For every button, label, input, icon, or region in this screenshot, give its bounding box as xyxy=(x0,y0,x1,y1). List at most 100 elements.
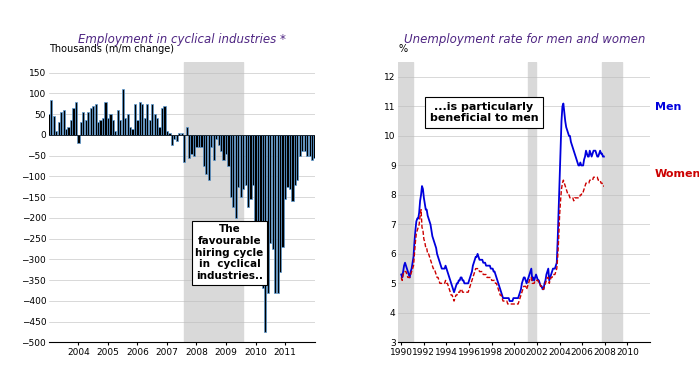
Bar xyxy=(124,118,127,135)
Bar xyxy=(178,133,180,135)
Bar xyxy=(161,108,163,135)
Bar xyxy=(291,135,294,201)
Bar xyxy=(206,135,208,174)
Bar xyxy=(78,135,80,143)
Text: Thousands (m/m change): Thousands (m/m change) xyxy=(49,44,174,54)
Bar xyxy=(311,135,313,160)
Bar xyxy=(134,104,136,135)
Bar xyxy=(70,120,72,135)
Bar xyxy=(168,133,171,135)
Bar xyxy=(156,118,158,135)
Bar xyxy=(301,135,303,151)
Bar xyxy=(375,114,377,135)
Bar xyxy=(232,135,234,207)
Bar xyxy=(75,102,77,135)
Bar xyxy=(262,135,264,288)
Bar xyxy=(131,129,134,135)
Bar xyxy=(284,135,286,199)
Bar xyxy=(368,124,370,135)
Bar xyxy=(92,106,94,135)
Bar xyxy=(400,95,402,135)
Bar xyxy=(154,114,156,135)
Bar xyxy=(296,135,298,180)
Bar xyxy=(122,89,124,135)
Bar xyxy=(303,135,306,151)
Bar xyxy=(198,135,200,147)
Bar xyxy=(279,135,281,272)
Bar xyxy=(348,129,350,135)
Bar xyxy=(203,135,205,166)
Bar xyxy=(99,120,101,135)
Bar xyxy=(259,135,261,263)
Bar xyxy=(254,135,257,238)
Bar xyxy=(247,135,250,207)
Bar xyxy=(277,135,279,293)
Bar xyxy=(350,126,352,135)
Bar xyxy=(159,126,161,135)
Bar xyxy=(264,135,266,332)
Bar xyxy=(112,120,114,135)
Bar xyxy=(190,135,193,154)
Bar xyxy=(242,135,245,189)
Bar xyxy=(68,126,70,135)
Bar xyxy=(395,120,397,135)
Bar xyxy=(282,135,284,247)
Bar xyxy=(50,100,52,135)
Bar xyxy=(217,135,219,145)
Text: The
favourable
hiring cycle
in  cyclical
industries..: The favourable hiring cycle in cyclical … xyxy=(196,224,264,281)
Bar xyxy=(294,135,296,185)
Bar xyxy=(326,135,328,145)
Bar xyxy=(146,104,148,135)
Bar xyxy=(109,114,112,135)
Bar xyxy=(220,135,222,151)
Bar xyxy=(333,131,336,135)
Bar xyxy=(528,62,536,342)
Bar xyxy=(316,135,318,145)
Bar xyxy=(196,135,198,147)
Bar xyxy=(63,110,65,135)
Bar xyxy=(175,135,178,141)
Bar xyxy=(313,135,316,158)
Bar xyxy=(323,131,326,135)
Bar xyxy=(380,123,382,135)
Title: Employment in cyclical industries *: Employment in cyclical industries * xyxy=(78,33,286,46)
Bar xyxy=(166,131,168,135)
Bar xyxy=(230,135,232,197)
Bar xyxy=(355,129,357,135)
Bar xyxy=(235,135,237,218)
Bar xyxy=(377,112,380,135)
Bar xyxy=(345,114,347,135)
Bar xyxy=(329,123,331,135)
Bar xyxy=(117,110,119,135)
Bar xyxy=(321,129,323,135)
Bar xyxy=(57,123,60,135)
Bar xyxy=(183,135,185,162)
Text: %: % xyxy=(398,44,408,54)
Bar xyxy=(139,102,141,135)
Bar xyxy=(55,131,57,135)
Bar xyxy=(227,135,229,166)
Bar xyxy=(398,62,412,342)
Bar xyxy=(185,126,188,135)
Bar xyxy=(240,135,242,197)
Bar xyxy=(353,126,355,135)
Bar xyxy=(373,118,375,135)
Bar xyxy=(382,123,384,135)
Bar xyxy=(358,124,360,135)
Text: ...is particularly
beneficial to men: ...is particularly beneficial to men xyxy=(430,102,538,123)
Bar xyxy=(136,120,138,135)
Bar xyxy=(298,135,301,156)
Bar xyxy=(85,120,87,135)
Bar xyxy=(107,118,109,135)
Bar xyxy=(360,95,362,135)
Bar xyxy=(245,135,247,185)
Bar xyxy=(151,104,153,135)
Bar xyxy=(336,135,338,139)
Bar xyxy=(289,135,291,189)
Bar xyxy=(141,104,143,135)
Bar xyxy=(149,120,151,135)
Bar xyxy=(52,116,55,135)
Bar xyxy=(308,135,311,156)
Bar xyxy=(212,135,215,160)
Bar xyxy=(257,135,259,251)
